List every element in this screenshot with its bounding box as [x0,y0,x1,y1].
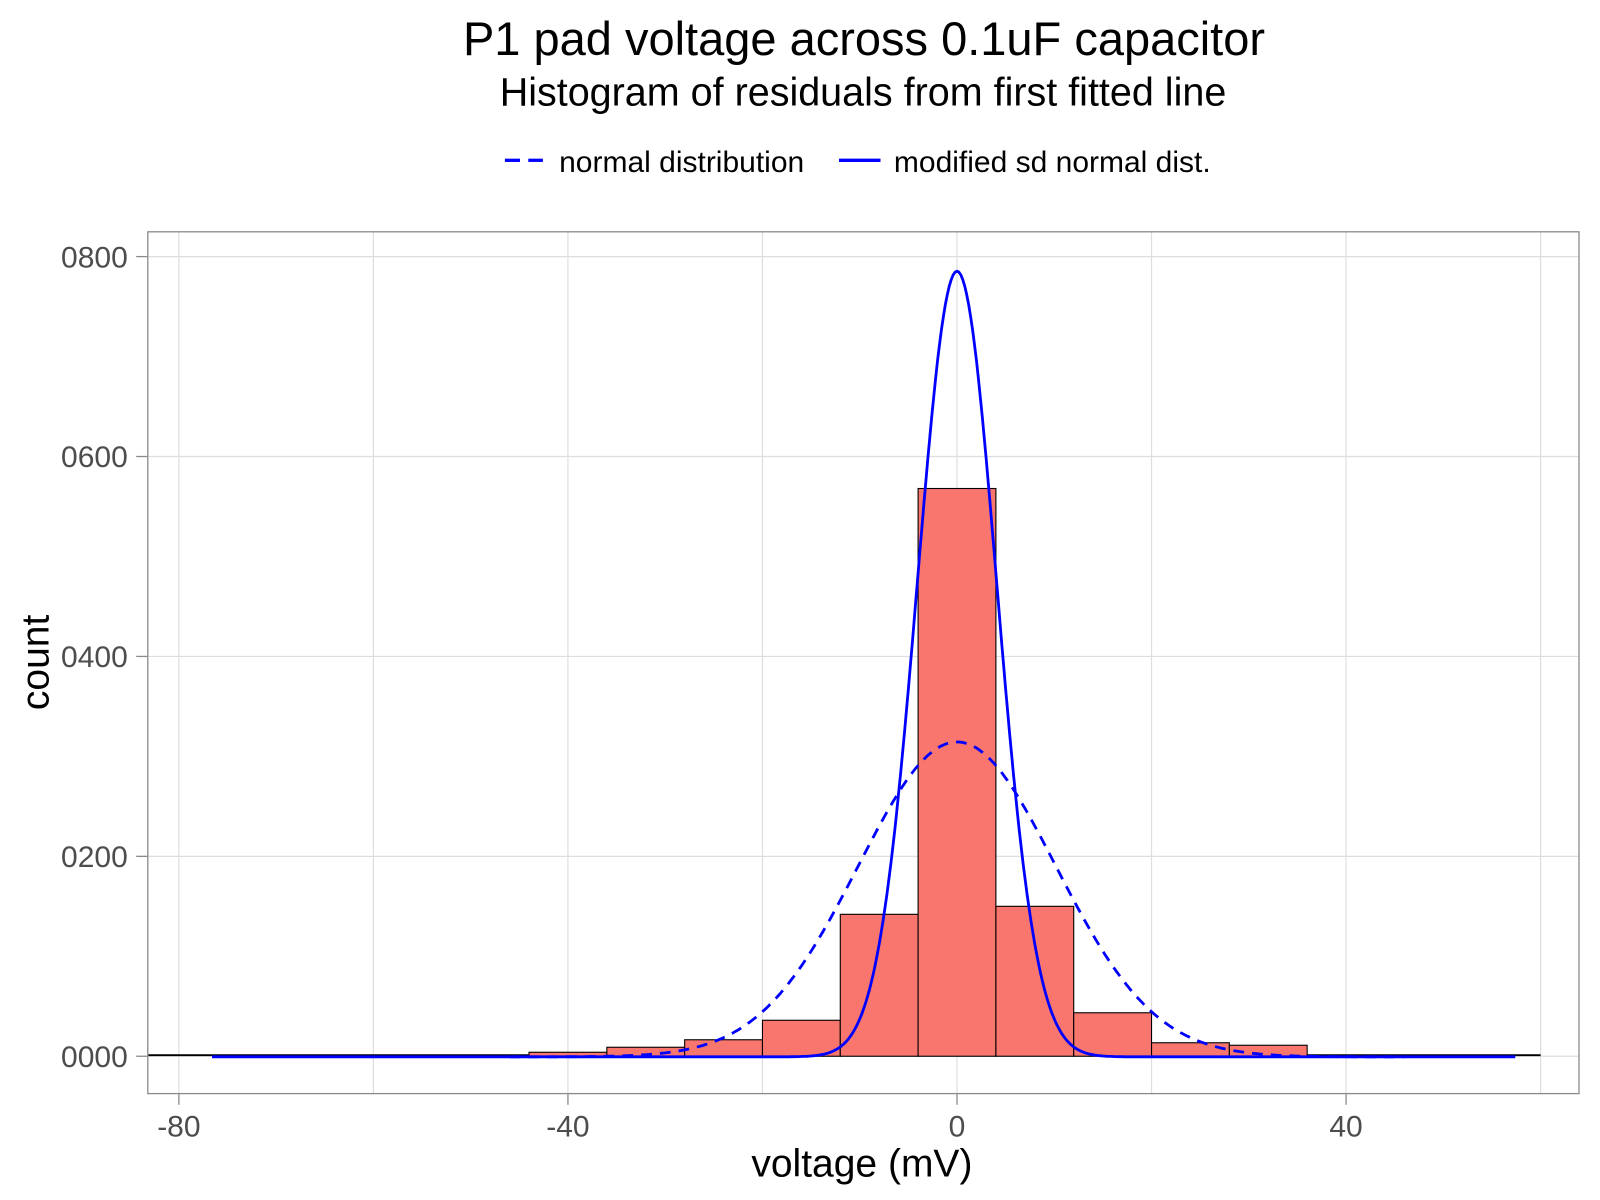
svg-text:0: 0 [949,1110,966,1143]
svg-text:count: count [15,615,58,711]
svg-text:0000: 0000 [61,1041,128,1074]
svg-text:0800: 0800 [61,241,128,274]
svg-text:P1 pad voltage across 0.1uF ca: P1 pad voltage across 0.1uF capacitor [463,12,1265,65]
svg-text:0600: 0600 [61,441,128,474]
svg-text:40: 40 [1329,1110,1362,1143]
svg-text:modified sd normal dist.: modified sd normal dist. [894,146,1211,179]
svg-text:voltage (mV): voltage (mV) [751,1143,972,1186]
svg-text:0200: 0200 [61,841,128,874]
svg-text:0400: 0400 [61,641,128,674]
svg-text:-80: -80 [157,1110,200,1143]
svg-text:normal distribution: normal distribution [559,146,804,179]
svg-text:-40: -40 [546,1110,589,1143]
svg-text:Histogram of residuals from fi: Histogram of residuals from first fitted… [500,71,1227,115]
